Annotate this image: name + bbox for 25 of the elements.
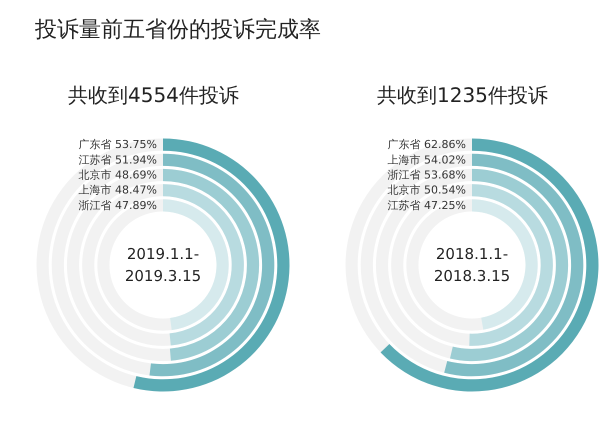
data-label: 48.47% bbox=[115, 184, 157, 197]
category-label: 江苏省 bbox=[78, 153, 112, 166]
data-label: 53.75% bbox=[115, 138, 157, 152]
category-label: 北京市 bbox=[78, 168, 112, 182]
data-label: 50.54% bbox=[424, 184, 466, 197]
category-label: 上海市 bbox=[78, 184, 112, 197]
data-label: 47.89% bbox=[115, 198, 157, 212]
data-label: 54.02% bbox=[424, 153, 466, 166]
text: 2019.1.1- 2019.3.15 bbox=[124, 245, 202, 285]
data-label: 53.68% bbox=[424, 168, 466, 182]
category-label: 上海市 bbox=[388, 153, 421, 166]
data-label: 47.25% bbox=[424, 198, 466, 212]
text: 共收到1235件投诉 bbox=[377, 83, 548, 107]
data-label: 62.86% bbox=[424, 138, 466, 152]
category-label: 浙江省 bbox=[388, 168, 421, 182]
data-label: 48.69% bbox=[115, 168, 157, 182]
text: 投诉量前五省份的投诉完成率 bbox=[34, 18, 321, 42]
category-label: 浙江省 bbox=[78, 198, 112, 212]
text: 共收到4554件投诉 bbox=[68, 83, 239, 107]
text: 2018.1.1- 2018.3.15 bbox=[434, 245, 510, 285]
category-label: 广东省 bbox=[388, 138, 421, 152]
category-label: 江苏省 bbox=[388, 198, 421, 212]
category-label: 广东省 bbox=[78, 138, 112, 152]
category-label: 北京市 bbox=[388, 184, 421, 197]
data-label: 51.94% bbox=[115, 153, 157, 166]
